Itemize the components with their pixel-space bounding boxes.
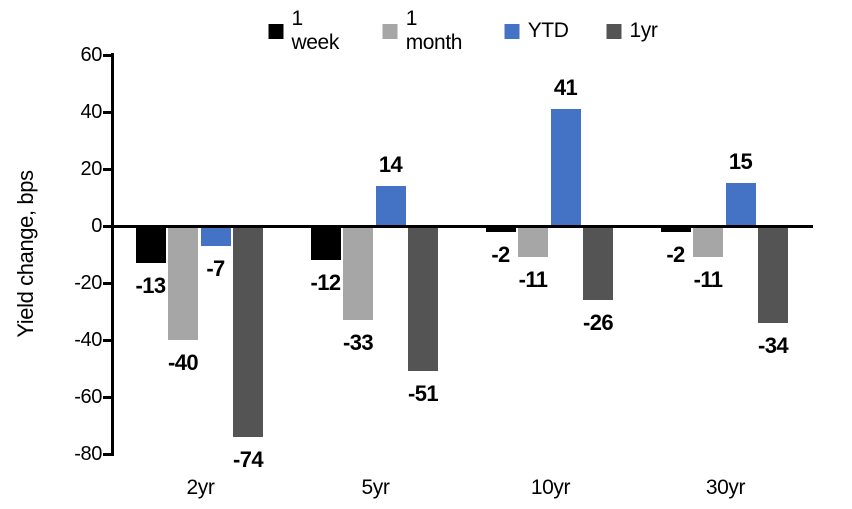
bar-YTD-5yr [375, 186, 406, 226]
y-axis-tick-label: 40 [80, 101, 103, 123]
bar-value-label: -13 [135, 273, 167, 299]
bar-value-label: 14 [378, 152, 403, 178]
y-axis-tick-label: -40 [74, 329, 102, 351]
y-axis-tick [103, 281, 111, 285]
bar-YTD-2yr [200, 226, 231, 246]
bar-value-label: -11 [693, 267, 723, 293]
bar-1yr-30yr [758, 226, 788, 323]
bar-1yr-5yr [408, 226, 438, 372]
bar-1-week-2yr [135, 226, 166, 264]
y-axis-tick [103, 167, 111, 171]
bar-1-month-10yr [518, 226, 548, 258]
legend-swatch-icon [504, 23, 520, 39]
x-axis-category-label: 10yr [530, 476, 571, 499]
x-axis-category-label: 30yr [705, 476, 746, 499]
bar-value-label: -40 [168, 350, 199, 375]
bar-1-month-5yr [343, 226, 373, 321]
legend-label: 1yr [629, 19, 658, 42]
bar-1-week-10yr [485, 226, 516, 232]
bar-1-week-30yr [660, 226, 691, 232]
y-axis-tick-label: 0 [91, 215, 102, 237]
y-axis-tick-label: -80 [74, 443, 102, 465]
bar-YTD-10yr [550, 109, 581, 226]
x-axis-category-label: 2yr [186, 476, 215, 499]
legend-swatch-icon [268, 23, 284, 39]
bar-value-label: -11 [518, 267, 548, 293]
legend-item: 1 month [382, 7, 467, 55]
y-axis-tick [103, 110, 111, 114]
bar-1yr-10yr [583, 226, 613, 301]
y-axis-tick [103, 338, 111, 342]
legend-item: YTD [504, 19, 569, 43]
bar-value-label: -26 [583, 310, 614, 336]
bar-1-month-2yr [168, 226, 198, 340]
y-axis-tick-label: -60 [74, 386, 102, 408]
y-axis-tick [103, 395, 111, 399]
y-axis-title: Yield change, bps [13, 170, 38, 338]
legend-label: 1 month [405, 7, 463, 54]
y-axis-tick-label: -20 [74, 272, 102, 294]
bar-value-label: 41 [553, 75, 578, 101]
legend-item: 1yr [606, 19, 658, 43]
y-axis-line [111, 53, 114, 456]
bar-value-label: -12 [310, 270, 342, 296]
legend-swatch-icon [382, 23, 398, 39]
legend-item: 1 week [268, 7, 345, 55]
bar-1yr-2yr [233, 226, 263, 437]
y-axis-tick [103, 452, 111, 456]
bar-value-label: -2 [491, 241, 510, 267]
bar-1-month-30yr [693, 226, 723, 258]
y-axis-tick-label: 20 [80, 158, 103, 180]
legend-label: 1 week [291, 7, 340, 54]
y-axis-tick [103, 224, 111, 228]
y-axis-tick [103, 53, 111, 57]
bar-value-label: -33 [343, 330, 374, 356]
chart-legend: 1 week 1 month YTD 1yr [268, 7, 658, 55]
bar-YTD-30yr [725, 183, 756, 226]
bar-value-label: -7 [206, 255, 225, 281]
bar-value-label: -2 [666, 241, 685, 267]
x-axis-zero-line [113, 224, 813, 228]
bar-value-label: -34 [758, 332, 789, 358]
bar-value-label: -74 [233, 446, 264, 472]
legend-swatch-icon [606, 23, 622, 39]
legend-label: YTD [527, 19, 569, 42]
bar-1-week-5yr [310, 226, 341, 261]
bar-value-label: -51 [408, 381, 439, 407]
bar-value-label: 15 [728, 149, 753, 175]
y-axis-tick-label: 60 [80, 44, 103, 66]
x-axis-category-label: 5yr [361, 476, 390, 499]
